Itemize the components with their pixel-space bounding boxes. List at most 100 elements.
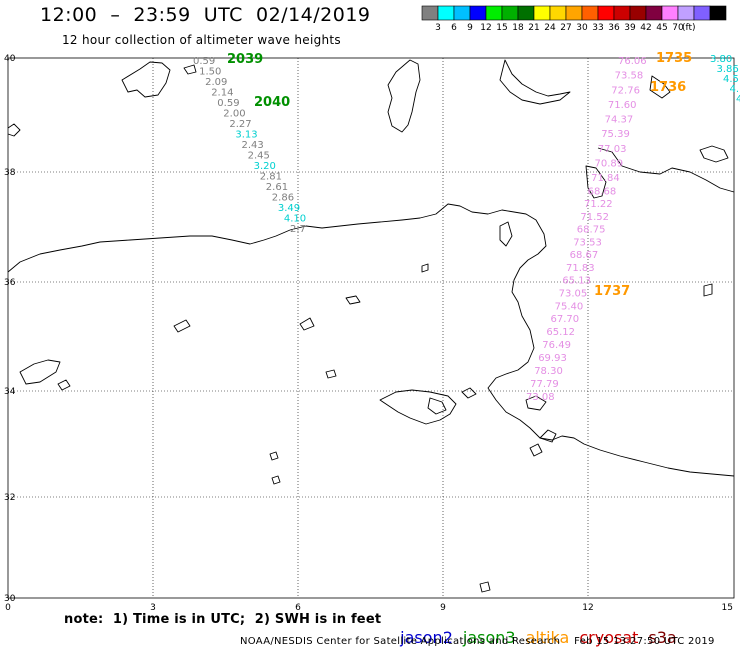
wave-height-value: 2.14 (211, 88, 233, 99)
colorbar-label: 6 (451, 23, 457, 33)
wave-height-value: 75.39 (601, 129, 630, 140)
wave-height-value: 3.86 (717, 64, 739, 75)
y-tick-label: 32 (4, 493, 15, 503)
pass-time-label: 1736 (650, 80, 686, 95)
colorbar-label: 30 (576, 23, 588, 33)
colorbar: 3 6 9 12 15 18 21 24 27 30 33 36 39 42 45 70(ft) (421, 5, 727, 33)
wave-height-value: 76.49 (542, 340, 571, 351)
wave-height-value: 77.03 (598, 144, 627, 155)
pass-time-label: 2040 (254, 95, 290, 110)
altika-track-values: 76.06 73.58 72.76 71.60 74.37 75.39 77.03 70.89… (526, 56, 647, 403)
colorbar-swatch (485, 5, 503, 21)
colorbar-swatch (709, 5, 727, 21)
x-tick-label: 3 (150, 603, 156, 613)
y-tick-label: 36 (4, 278, 16, 288)
wave-height-value: 2.45 (248, 151, 270, 162)
colorbar-swatch (437, 5, 455, 21)
colorbar-label: 3 (435, 23, 441, 33)
wave-height-value: 68.68 (588, 187, 617, 198)
colorbar-swatch (565, 5, 583, 21)
satellite-legend: jason2 jason3 altika cryosat s3a (390, 609, 687, 647)
wave-height-value: 2.81 (260, 172, 282, 183)
colorbar-swatch (533, 5, 551, 21)
wave-height-value: 73.58 (615, 71, 644, 82)
map-title: 12:00 – 23:59 UTC 02/14/2019 (40, 4, 371, 26)
colorbar-swatch (693, 5, 711, 21)
y-tick-label: 34 (4, 387, 16, 397)
wave-height-value: 4.10 (284, 214, 306, 225)
colorbar-swatch (629, 5, 647, 21)
x-tick-labels: 0 3 6 9 12 15 (5, 603, 733, 613)
wave-height-value: 74.37 (605, 115, 634, 126)
wave-height-value: 0.59 (217, 98, 239, 109)
pass-time-label: 1737 (594, 284, 630, 299)
credit-line: NOAA/NESDIS Center for Satellite Applica… (240, 636, 715, 647)
wave-height-value: 71.84 (591, 173, 620, 184)
wave-height-value: 71.60 (608, 100, 637, 111)
colorbar-unit: (ft) (682, 23, 696, 33)
colorbar-label: 21 (528, 23, 539, 33)
colorbar-label: 12 (480, 23, 491, 33)
wave-height-value: 73.05 (559, 288, 588, 299)
colorbar-label: 18 (512, 23, 524, 33)
wave-height-value: 4 (736, 94, 740, 105)
legend-jason3: jason3 (462, 628, 516, 647)
colorbar-label: 36 (608, 23, 620, 33)
wave-height-value: 2.09 (205, 77, 227, 88)
wave-height-value: 71.22 (584, 199, 613, 210)
wave-height-value: 3.49 (278, 203, 300, 214)
colorbar-swatch (549, 5, 567, 21)
wave-height-value: 69.93 (538, 353, 567, 364)
wave-height-value: 2.7 (290, 224, 306, 235)
legend-altika: altika (525, 628, 570, 647)
wave-height-value: 2.00 (223, 109, 245, 120)
wave-height-value: 73.53 (573, 237, 602, 248)
pass-time-label: 1735 (656, 51, 692, 66)
wave-height-value: 77.79 (530, 379, 559, 390)
y-tick-label: 38 (4, 168, 16, 178)
colorbar-label: 33 (592, 23, 603, 33)
wave-height-value: 0.59 (193, 56, 215, 67)
coastline (7, 59, 735, 593)
y-tick-label: 40 (4, 54, 16, 64)
x-tick-label: 0 (5, 603, 11, 613)
colorbar-swatch (421, 5, 439, 21)
x-tick-label: 15 (722, 603, 733, 613)
x-tick-label: 6 (295, 603, 301, 613)
wave-height-value: 2.86 (272, 193, 294, 204)
wave-height-value: 4.5 (723, 74, 739, 85)
wave-height-value: 3.80 (710, 54, 732, 65)
x-tick-label: 9 (440, 603, 446, 613)
y-tick-label: 30 (4, 594, 16, 604)
colorbar-swatch (581, 5, 599, 21)
legend-s3a: s3a (648, 628, 677, 647)
colorbar-swatch (453, 5, 471, 21)
wave-height-value: 68.75 (577, 225, 606, 236)
wave-height-value: 1.50 (199, 67, 221, 78)
wave-height-value: 2.61 (266, 182, 288, 193)
colorbar-swatch (677, 5, 695, 21)
colorbar-label: 70 (672, 23, 684, 33)
legend-cryosat: cryosat (579, 628, 639, 647)
colorbar-swatch (613, 5, 631, 21)
wave-height-value: 78.30 (534, 366, 563, 377)
colorbar-label: 42 (640, 23, 651, 33)
footer-note: note: 1) Time is in UTC; 2) SWH is in fe… (64, 612, 382, 627)
wave-height-value: 2.27 (229, 119, 251, 130)
colorbar-label: 24 (544, 23, 556, 33)
y-tick-labels: 40 38 36 34 32 30 (4, 54, 16, 604)
wave-height-value: 3.13 (235, 130, 257, 141)
wave-height-value: 67.70 (551, 314, 580, 325)
colorbar-swatch (661, 5, 679, 21)
wave-height-value: 4. (730, 84, 740, 95)
colorbar-swatch (469, 5, 487, 21)
colorbar-swatch (645, 5, 663, 21)
wave-height-value: 73.08 (526, 392, 555, 403)
wave-height-value: 65.12 (546, 327, 575, 338)
wave-height-value: 71.52 (580, 212, 609, 223)
x-tick-label: 12 (582, 603, 593, 613)
colorbar-swatch (501, 5, 519, 21)
wave-height-value: 70.89 (595, 159, 624, 170)
wave-height-value: 71.83 (566, 263, 595, 274)
